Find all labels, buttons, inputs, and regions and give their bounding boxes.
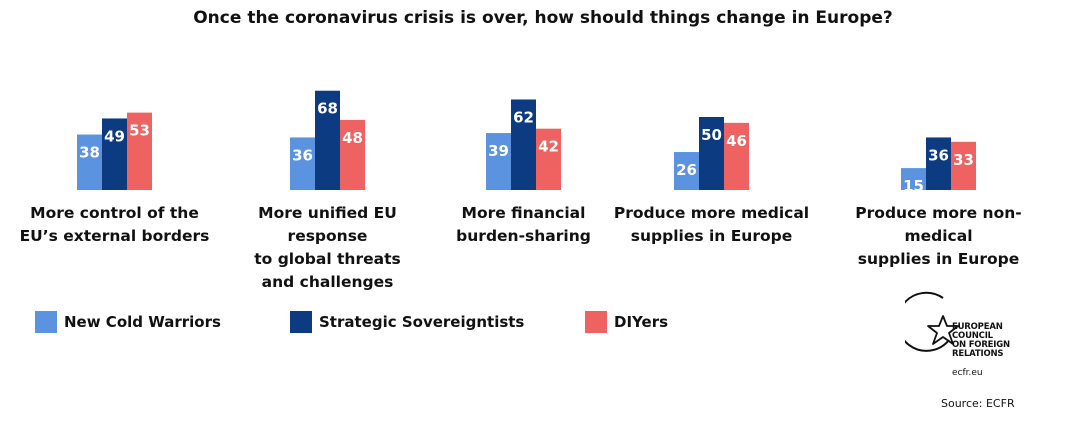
source-note: Source: ECFR (941, 397, 1015, 410)
data-label: 15 (903, 177, 924, 195)
logo-text: EUROPEAN COUNCIL ON FOREIGN RELATIONS (952, 322, 1010, 359)
data-label: 38 (79, 144, 100, 162)
legend-swatch (35, 311, 57, 333)
data-label: 46 (726, 132, 747, 150)
data-label: 36 (292, 146, 313, 164)
data-label: 48 (342, 129, 363, 147)
bar-strategic-sovereigntists (511, 99, 536, 190)
legend-label: Strategic Sovereigntists (319, 313, 525, 331)
chart-title: Once the coronavirus crisis is over, how… (193, 8, 893, 28)
bar-strategic-sovereigntists (699, 117, 724, 190)
legend-label: DIYers (614, 313, 669, 331)
ecfr-logo (905, 291, 959, 352)
legend-item-new-cold-warriors: New Cold Warriors (35, 311, 221, 333)
legend-swatch (585, 311, 607, 333)
bar-diyers (951, 141, 976, 190)
bar-new-cold-warriors (901, 168, 926, 190)
data-label: 33 (953, 151, 974, 169)
data-label: 50 (701, 126, 722, 144)
data-label: 68 (317, 100, 338, 118)
bar-diyers (340, 119, 365, 190)
bar-new-cold-warriors (486, 133, 511, 190)
category-label: Produce more non-medical supplies in Eur… (855, 204, 1022, 268)
data-label: 26 (676, 161, 697, 179)
data-label: 62 (513, 108, 534, 126)
logo-circle-icon (905, 291, 950, 352)
data-label: 49 (104, 127, 125, 145)
data-label: 42 (538, 138, 559, 156)
logo-url: ecfr.eu (952, 368, 983, 378)
bar-strategic-sovereigntists (102, 118, 127, 190)
legend-item-diyers: DIYers (585, 311, 668, 333)
data-label: 53 (129, 122, 150, 140)
data-label: 36 (928, 146, 949, 164)
bar-strategic-sovereigntists (926, 137, 951, 190)
bar-diyers (536, 128, 561, 190)
bar-new-cold-warriors (290, 137, 315, 190)
bar-strategic-sovereigntists (315, 90, 340, 190)
bar-diyers (127, 112, 152, 190)
legend-label: New Cold Warriors (64, 313, 221, 331)
data-label: 39 (488, 142, 509, 160)
category-label: Produce more medical supplies in Europe (613, 204, 810, 245)
bar-new-cold-warriors (674, 152, 699, 190)
legend-swatch (290, 311, 312, 333)
category-label: More financial burden-sharing (456, 204, 591, 245)
star-icon (927, 315, 959, 345)
legend-item-strategic-sovereigntists: Strategic Sovereigntists (290, 311, 524, 333)
bar-diyers (724, 122, 749, 190)
bar-new-cold-warriors (77, 134, 102, 190)
category-label: More unified EU response to global threa… (254, 204, 401, 291)
category-label: More control of the EU’s external border… (19, 204, 210, 245)
